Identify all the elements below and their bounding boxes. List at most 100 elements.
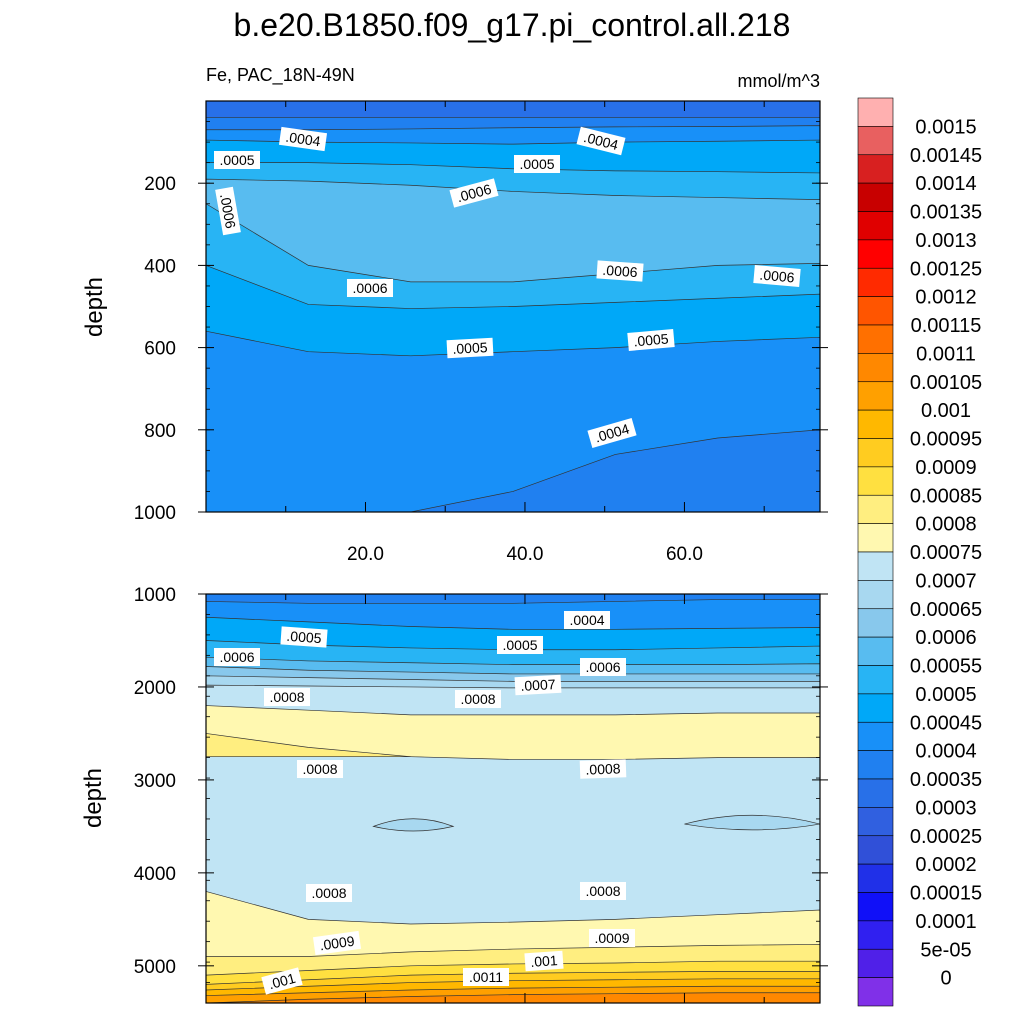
contour-label-text: .0008 <box>585 760 621 777</box>
contour-label-bg <box>347 279 393 297</box>
colorbar-label: 0.0008 <box>915 514 976 536</box>
colorbar-label: 0.001 <box>921 400 971 422</box>
contour-label-bg <box>449 178 499 208</box>
colorbar-swatch <box>857 211 894 241</box>
contour-label: .0005 <box>214 151 260 169</box>
contour-label-bg <box>280 626 328 648</box>
colorbar-label: 0.0001 <box>915 911 976 933</box>
chart-title: b.e20.B1850.f09_g17.pi_control.all.218 <box>234 7 791 43</box>
colorbar-swatch <box>857 182 894 212</box>
colorbar-swatch <box>857 239 894 269</box>
contour-label-text: .0009 <box>319 933 356 954</box>
colorbar-swatch <box>857 721 894 751</box>
contour-label: .001 <box>261 967 303 995</box>
colorbar-label: 0.0012 <box>915 287 976 309</box>
colorbar-label: 0.0009 <box>915 457 976 479</box>
y-tick-label: 2000 <box>134 678 176 699</box>
contour-label: .0009 <box>312 930 362 956</box>
colorbar-label: 0.0006 <box>915 627 976 649</box>
colorbar-swatch <box>857 920 894 950</box>
contour-label: .0006 <box>347 279 393 297</box>
contour-label-bg <box>589 929 635 947</box>
lower-ylabel: depth <box>80 768 107 828</box>
contour-label: .0008 <box>264 688 310 706</box>
colorbar-label: 0.00045 <box>910 712 982 734</box>
contour-label-text: .0009 <box>594 930 629 946</box>
contour-label: .0005 <box>514 155 560 173</box>
contour-label-text: .0005 <box>519 156 554 172</box>
colorbar-swatch <box>857 693 894 723</box>
contour-label: .0006 <box>596 260 644 282</box>
colorbar-swatch <box>857 494 894 524</box>
colorbar-label: 0.00145 <box>910 145 982 167</box>
colorbar-label: 0.00095 <box>910 429 982 451</box>
contour-label-bg <box>278 126 328 152</box>
y-tick-label: 1000 <box>134 585 176 606</box>
contour-label-text: .0004 <box>285 129 322 150</box>
colorbar-label: 0.00105 <box>910 372 982 394</box>
x-tick-label: 20.0 <box>347 544 384 565</box>
colorbar-label: 0.00025 <box>910 826 982 848</box>
contour-label: .0008 <box>455 690 501 708</box>
contour-label-text: .0006 <box>585 659 620 675</box>
colorbar-swatch <box>857 267 894 297</box>
colorbar-label: 0 <box>940 968 951 990</box>
contour-label: .0004 <box>278 126 328 152</box>
contour-label: .0011 <box>463 968 509 986</box>
contour-label-text: .0005 <box>286 628 322 646</box>
contour-label-text: .0008 <box>460 691 495 707</box>
contour-label-bg <box>455 690 501 708</box>
contour-label-bg <box>524 950 564 972</box>
colorbar-label: 0.00035 <box>910 769 982 791</box>
contour-label-bg <box>514 674 562 696</box>
contour-label-text: .0005 <box>219 152 254 168</box>
contour-label-bg <box>214 648 260 666</box>
contour-label-text: .0006 <box>352 280 387 296</box>
contour-label-bg <box>463 968 509 986</box>
colorbar-label: 0.00075 <box>910 542 982 564</box>
contour-label-bg <box>306 884 352 902</box>
contour-label-text: .0005 <box>502 637 537 653</box>
colorbar-swatch <box>857 977 894 1007</box>
contour-label-bg <box>753 265 801 287</box>
y-tick-label: 600 <box>144 339 176 360</box>
y-tick-label: 200 <box>144 174 176 195</box>
variable-label: Fe, PAC_18N-49N <box>206 65 355 86</box>
y-tick-label: 800 <box>144 421 176 442</box>
contour-patch <box>372 818 455 832</box>
colorbar-swatch <box>857 296 894 326</box>
contour-label: .0006 <box>215 186 241 236</box>
contour-label-bg <box>579 759 627 779</box>
colorbar-swatch <box>857 892 894 922</box>
contour-label-bg <box>596 260 644 282</box>
contour-label-text: .0006 <box>759 267 796 286</box>
contour-label-text: .0008 <box>311 885 346 901</box>
contour-label-text: .0006 <box>217 192 239 229</box>
contour-label-bg <box>214 151 260 169</box>
colorbar-label: 5e-05 <box>920 939 971 961</box>
colorbar-swatch <box>857 438 894 468</box>
colorbar-swatch <box>857 154 894 184</box>
colorbar-swatch <box>857 97 894 127</box>
contour-label-bg <box>587 418 637 448</box>
colorbar-swatch <box>857 665 894 695</box>
y-tick-label: 5000 <box>134 957 176 978</box>
colorbar-swatch <box>857 523 894 553</box>
contour-label: .0008 <box>306 884 352 902</box>
colorbar-label: 0.00065 <box>910 599 982 621</box>
colorbar-label: 0.00135 <box>910 202 982 224</box>
upper-ylabel: depth <box>81 277 108 337</box>
colorbar-swatch <box>857 126 894 156</box>
contour-label-bg <box>264 688 310 706</box>
contour-label: .0006 <box>580 658 626 676</box>
lower-panel: 1000 2000 3000 4000 5000 .0004 .0005 .0005 .0006… <box>134 585 828 1004</box>
colorbar-label: 0.00085 <box>910 485 982 507</box>
contour-label-bg <box>627 329 675 351</box>
contour-label-bg <box>215 186 241 236</box>
contour-label-bg <box>580 882 626 900</box>
contour-label: .0007 <box>514 674 562 696</box>
colorbar-swatch <box>857 353 894 383</box>
contour-label-text: .0008 <box>302 761 337 777</box>
colorbar-swatch <box>857 580 894 610</box>
